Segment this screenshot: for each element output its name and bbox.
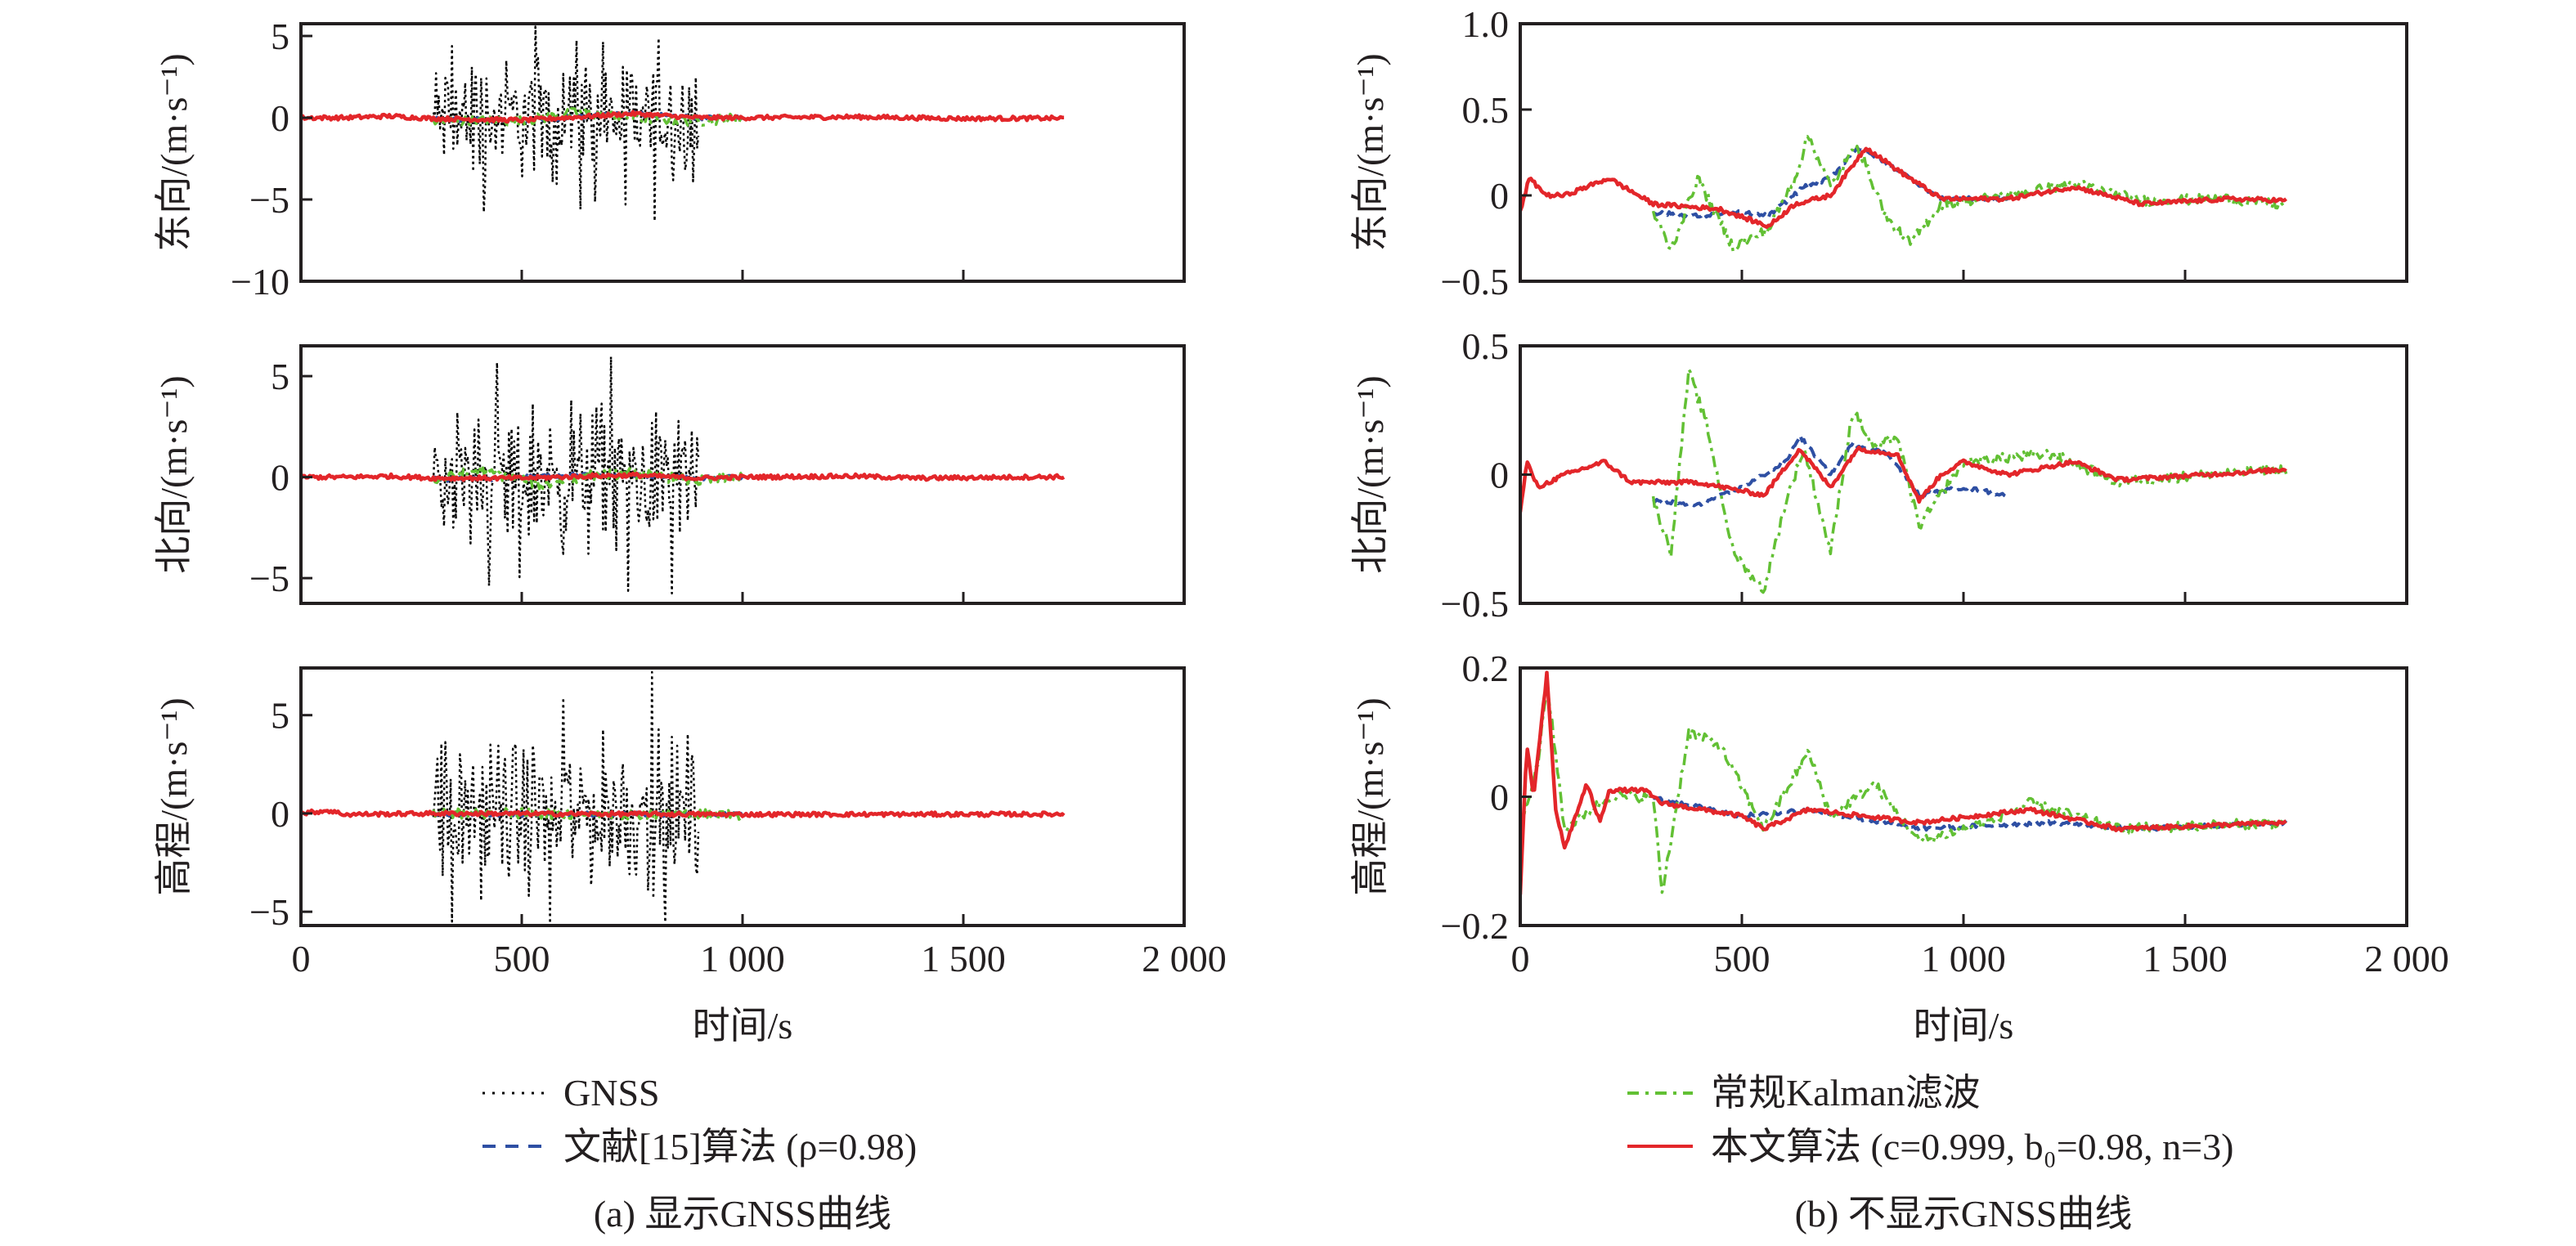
plot-a-east: 5 0 −5 −10 东向/(m·s⁻¹) [153,16,1186,303]
plot-a-north: 5 0 −5 北向/(m·s⁻¹) [153,344,1186,605]
y-tick-label: −5 [249,179,289,221]
y-tick-label: −5 [249,891,289,933]
legend-label-gnss: GNSS [563,1072,660,1114]
series-GNSS [432,25,700,222]
x-tick-label: 1 500 [2143,938,2228,979]
y-axis-title: 北向/(m·s⁻¹) [153,375,195,574]
plot-frame [299,666,1186,927]
panel-caption-a: (a) 显示GNSS曲线 [594,1193,891,1235]
series-proposed [301,471,1066,482]
x-tick-label: 2 000 [2364,938,2449,979]
y-axis-title: 高程/(m·s⁻¹) [1349,697,1391,896]
series-proposed [1520,670,2287,895]
x-tick-label: 1 000 [1921,938,2006,979]
panel-caption-b: (b) 不显示GNSS曲线 [1795,1193,2133,1235]
y-tick-label: 5 [271,695,289,737]
x-tick-label: 500 [1714,938,1770,979]
series-GNSS [432,356,700,595]
y-tick-label: 0.5 [1462,325,1510,367]
x-tick-label: 2 000 [1142,938,1227,979]
series-kalman [432,106,743,128]
y-tick-label: 0 [271,457,289,499]
series-proposed [301,110,1065,124]
plot-frame [1519,22,2408,283]
plot-frame [299,22,1186,283]
x-axis-title-a: 时间/s [693,1005,793,1047]
series-kalman [1651,135,2287,253]
series-kalman [1520,677,2287,894]
y-tick-label: 0 [1490,455,1509,496]
y-tick-label: −0.5 [1441,261,1509,303]
legend-label-ref15: 文献[15]算法 (ρ=0.98) [563,1126,917,1168]
x-tick-label: 1 000 [700,938,785,979]
series-proposed [301,808,1066,818]
x-axis-title-b: 时间/s [1914,1005,2014,1047]
y-tick-label: 0.2 [1462,648,1510,689]
y-axis-title: 东向/(m·s⁻¹) [1349,53,1391,252]
y-tick-label: 1.0 [1462,3,1510,45]
x-tick-label: 1 500 [921,938,1006,979]
y-tick-label: −0.5 [1441,583,1509,625]
legend-label-kalman: 常规Kalman滤波 [1711,1072,1981,1114]
y-tick-label: −5 [249,558,289,599]
x-tick-label: 500 [494,938,550,979]
y-tick-label: −0.2 [1441,905,1509,947]
y-axis-title: 北向/(m·s⁻¹) [1349,375,1391,574]
y-tick-label: 0 [271,793,289,835]
y-tick-label: 5 [271,356,289,397]
series-proposed [1520,146,2288,229]
series-kalman [1651,367,2288,594]
series-ref15 [1652,433,2009,508]
plot-frame [1519,344,2408,605]
x-tick-label: 0 [1511,938,1530,979]
y-tick-label: 5 [271,16,289,57]
y-tick-label: 0 [1490,175,1509,217]
y-tick-label: 0 [1490,777,1509,818]
y-tick-label: 0.5 [1462,89,1510,131]
series-GNSS [432,670,700,925]
legend-right: 常规Kalman滤波 本文算法 (c=0.999, b₀=0.98, n=3) [1627,1072,2233,1168]
plot-b-north: 0.5 0 −0.5 北向/(m·s⁻¹) [1349,325,2408,625]
plot-b-east: 1.0 0.5 0 −0.5 东向/(m·s⁻¹) [1349,3,2408,303]
x-tick-label: 0 [292,938,311,979]
legend-left: GNSS 文献[15]算法 (ρ=0.98) [482,1072,917,1168]
y-tick-label: −10 [231,261,289,303]
y-tick-label: 0 [271,97,289,139]
legend-label-proposed: 本文算法 (c=0.999, b₀=0.98, n=3) [1711,1126,2233,1168]
y-axis-title: 东向/(m·s⁻¹) [153,53,195,252]
series-proposed [1520,445,2287,513]
y-axis-title: 高程/(m·s⁻¹) [153,697,195,896]
